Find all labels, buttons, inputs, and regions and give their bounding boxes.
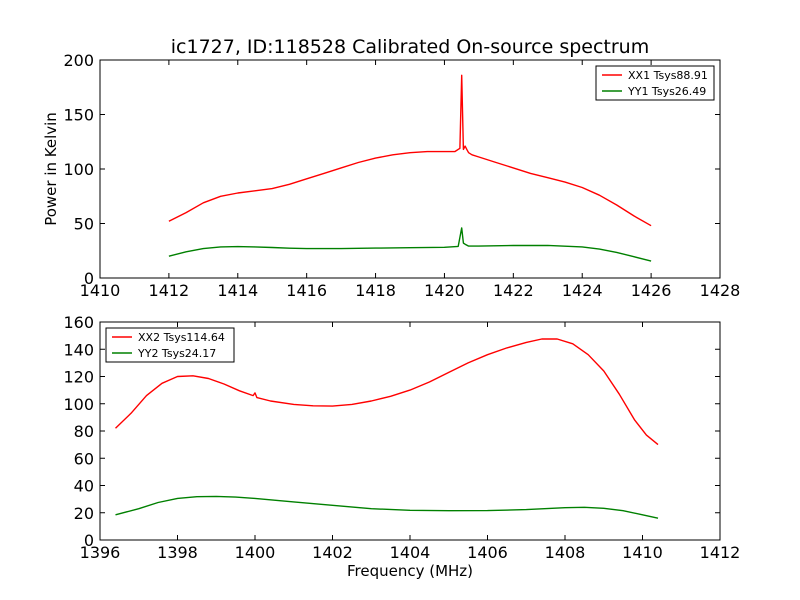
bottom-series-1-line bbox=[115, 338, 659, 446]
bottom-y-tick-label: 60 bbox=[74, 449, 94, 468]
top-x-tick-label: 1418 bbox=[355, 281, 396, 300]
top-x-tick-label: 1428 bbox=[700, 281, 741, 300]
bottom-legend: XX2 Tsys114.64 YY2 Tsys24.17 bbox=[105, 327, 235, 363]
top-x-tick-label: 1422 bbox=[493, 281, 534, 300]
top-legend-label-1: XX1 Tsys88.91 bbox=[628, 69, 708, 82]
bottom-plot: 1396 1398 1400 1402 1404 1406 1408 1410 1412 0 20 4… bbox=[63, 313, 740, 562]
top-x-tick-label: 1416 bbox=[286, 281, 327, 300]
top-legend-box bbox=[595, 65, 715, 101]
bottom-x-tick-label: 1408 bbox=[545, 543, 586, 562]
top-plot: 1410 1412 1414 1416 1418 1420 1422 1424 1426 1428… bbox=[63, 51, 740, 300]
bottom-x-tick-label: 1400 bbox=[235, 543, 276, 562]
bottom-x-tick-label: 1406 bbox=[467, 543, 508, 562]
top-x-tick-label: 1412 bbox=[149, 281, 190, 300]
top-y-tick-label: 100 bbox=[63, 160, 94, 179]
bottom-legend-label-2: YY2 Tsys24.17 bbox=[137, 347, 216, 360]
bottom-y-tick-label: 0 bbox=[84, 531, 94, 550]
bottom-x-tick-label: 1412 bbox=[700, 543, 741, 562]
chart-title: ic1727, ID:118528 Calibrated On-source s… bbox=[171, 36, 649, 58]
top-y-tick-label: 150 bbox=[63, 106, 94, 125]
bottom-y-tick-label: 100 bbox=[63, 395, 94, 414]
bottom-x-tick-label: 1404 bbox=[390, 543, 431, 562]
bottom-y-tick-label: 160 bbox=[63, 313, 94, 332]
top-x-tick-label: 1410 bbox=[80, 281, 121, 300]
top-y-tick-label: 0 bbox=[84, 269, 94, 288]
top-series-2-line bbox=[168, 227, 652, 262]
top-legend: XX1 Tsys88.91 YY1 Tsys26.49 bbox=[595, 65, 715, 101]
bottom-y-tick-label: 20 bbox=[74, 504, 94, 523]
bottom-legend-label-1: XX2 Tsys114.64 bbox=[138, 331, 225, 344]
bottom-y-tick-label: 80 bbox=[74, 422, 94, 441]
bottom-legend-box bbox=[105, 327, 235, 363]
top-y-tick-label: 50 bbox=[74, 215, 94, 234]
bottom-y-tick-label: 140 bbox=[63, 340, 94, 359]
bottom-y-tick-label: 40 bbox=[74, 477, 94, 496]
top-x-tick-label: 1424 bbox=[562, 281, 603, 300]
top-series-1-line bbox=[168, 74, 652, 227]
top-y-axis-label: Power in Kelvin bbox=[42, 112, 60, 226]
bottom-x-tick-label: 1410 bbox=[622, 543, 663, 562]
top-x-tick-label: 1426 bbox=[631, 281, 672, 300]
top-y-tick-label: 200 bbox=[63, 51, 94, 70]
bottom-x-tick-label: 1402 bbox=[312, 543, 353, 562]
bottom-series-2-line bbox=[115, 495, 659, 519]
bottom-x-axis-label: Frequency (MHz) bbox=[347, 562, 473, 580]
bottom-x-tick-label: 1398 bbox=[157, 543, 198, 562]
bottom-y-tick-label: 120 bbox=[63, 368, 94, 387]
bottom-x-tick-label: 1396 bbox=[80, 543, 121, 562]
top-legend-label-2: YY1 Tsys26.49 bbox=[627, 85, 706, 98]
top-x-tick-label: 1420 bbox=[424, 281, 465, 300]
top-x-tick-label: 1414 bbox=[217, 281, 258, 300]
